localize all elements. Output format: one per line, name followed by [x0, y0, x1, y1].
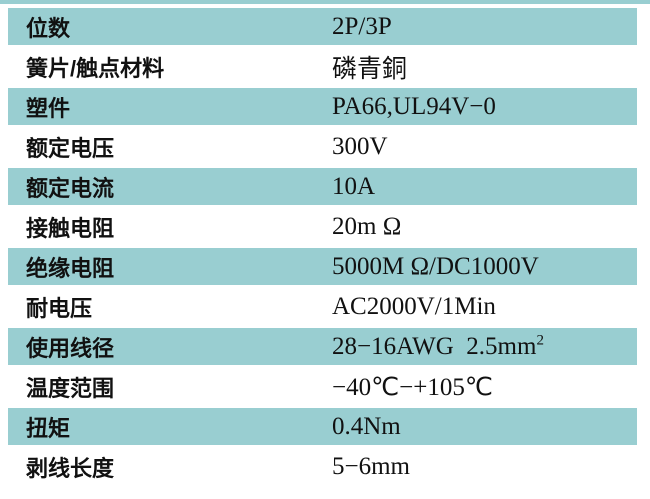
spec-value: 磷青銅: [332, 49, 407, 85]
table-row: 位数 2P/3P: [8, 8, 637, 45]
table-row: 扭矩 0.4Nm: [8, 408, 637, 445]
table-row: 使用线径 28−16AWG 2.5mm2: [8, 328, 637, 365]
table-row: 温度范围 −40℃−+105℃: [8, 368, 637, 405]
spec-value-text: 5−6mm: [332, 452, 410, 480]
top-divider-bar: [0, 0, 650, 4]
table-row: 簧片/触点材料 磷青銅: [8, 48, 637, 85]
spec-label: 接触电阻: [26, 215, 115, 241]
table-row: 额定电流 10A: [8, 168, 637, 205]
spec-value: PA66,UL94V−0: [332, 93, 496, 121]
spec-label: 温度范围: [26, 375, 115, 401]
spec-value-text: 磷青銅: [332, 55, 408, 83]
spec-value-text: 2P/3P: [332, 12, 392, 40]
spec-value-superscript: 2: [536, 332, 544, 349]
table-row: 剥线长度 5−6mm: [8, 448, 637, 485]
spec-label: 绝缘电阻: [26, 255, 115, 281]
spec-value-text: 0.4Nm: [332, 412, 401, 440]
spec-label: 簧片/触点材料: [26, 55, 165, 81]
spec-value: 10A: [332, 173, 375, 201]
spec-value-text: 300V: [332, 132, 388, 160]
spec-value-text: 20m Ω: [332, 212, 402, 240]
spec-value-text: −40℃−+105℃: [332, 373, 493, 401]
spec-label: 使用线径: [26, 335, 115, 361]
spec-label: 位数: [26, 15, 71, 41]
spec-table: 位数 2P/3P 簧片/触点材料 磷青銅 塑件 PA66,UL94V−0 额定电…: [8, 8, 637, 488]
spec-value: 28−16AWG 2.5mm2: [332, 333, 544, 361]
table-row: 接触电阻 20m Ω: [8, 208, 637, 245]
spec-value-text: 10A: [332, 172, 376, 200]
table-row: 塑件 PA66,UL94V−0: [8, 88, 637, 125]
spec-label: 扭矩: [26, 415, 71, 441]
spec-value: 0.4Nm: [332, 413, 401, 441]
spec-value: 5−6mm: [332, 453, 410, 481]
spec-label: 额定电压: [26, 135, 115, 161]
table-row: 耐电压 AC2000V/1Min: [8, 288, 637, 325]
spec-label: 剥线长度: [26, 455, 115, 481]
spec-value-text: 5000M Ω/DC1000V: [332, 252, 539, 280]
spec-value-text: AC2000V/1Min: [332, 292, 496, 320]
table-row: 绝缘电阻 5000M Ω/DC1000V: [8, 248, 637, 285]
spec-label: 额定电流: [26, 175, 115, 201]
spec-label: 塑件: [26, 95, 71, 121]
spec-value-text: 28−16AWG 2.5mm: [332, 332, 537, 360]
spec-value-text: PA66,UL94V−0: [332, 92, 496, 120]
spec-value: 5000M Ω/DC1000V: [332, 253, 539, 281]
spec-value: 20m Ω: [332, 213, 401, 241]
spec-value: 300V: [332, 133, 388, 161]
spec-value: AC2000V/1Min: [332, 293, 496, 321]
spec-value: −40℃−+105℃: [332, 372, 493, 402]
spec-value: 2P/3P: [332, 13, 392, 41]
table-row: 额定电压 300V: [8, 128, 637, 165]
spec-label: 耐电压: [26, 295, 93, 321]
